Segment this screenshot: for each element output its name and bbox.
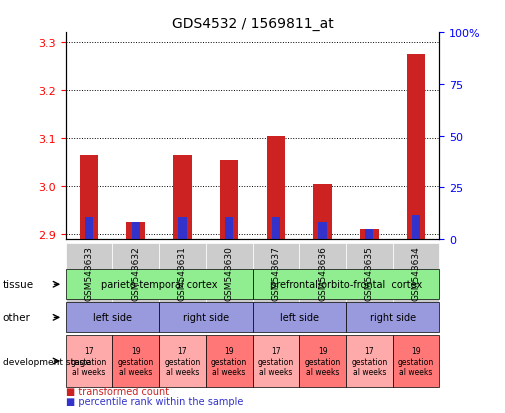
Bar bbox=[346, 303, 439, 332]
Text: left side: left side bbox=[280, 313, 319, 323]
Bar bbox=[112, 244, 159, 330]
Text: 19
gestation
al weeks: 19 gestation al weeks bbox=[211, 347, 247, 376]
Bar bbox=[252, 270, 439, 299]
Bar bbox=[346, 335, 393, 387]
Text: right side: right side bbox=[370, 313, 416, 323]
Bar bbox=[252, 335, 299, 387]
Text: GSM543634: GSM543634 bbox=[412, 246, 421, 300]
Text: 17
gestation
al weeks: 17 gestation al weeks bbox=[164, 347, 200, 376]
Bar bbox=[85, 218, 93, 240]
Bar bbox=[365, 230, 374, 240]
Bar bbox=[225, 218, 233, 240]
Text: right side: right side bbox=[183, 313, 229, 323]
Text: tissue: tissue bbox=[3, 280, 34, 290]
Text: parieto-temporal cortex: parieto-temporal cortex bbox=[101, 280, 217, 290]
Bar bbox=[66, 335, 113, 387]
Text: GSM543632: GSM543632 bbox=[131, 246, 140, 300]
Text: GSM543635: GSM543635 bbox=[365, 246, 374, 301]
Bar bbox=[173, 156, 192, 240]
Bar bbox=[66, 303, 159, 332]
Text: 19
gestation
al weeks: 19 gestation al weeks bbox=[118, 347, 154, 376]
Bar bbox=[252, 303, 346, 332]
Bar bbox=[220, 160, 238, 240]
Bar bbox=[159, 335, 206, 387]
Text: GSM543631: GSM543631 bbox=[178, 246, 187, 301]
Bar bbox=[252, 244, 299, 330]
Text: development stage: development stage bbox=[3, 357, 90, 366]
Bar bbox=[66, 270, 252, 299]
Bar bbox=[407, 55, 425, 240]
Bar bbox=[299, 244, 346, 330]
Text: ■ percentile rank within the sample: ■ percentile rank within the sample bbox=[66, 396, 243, 406]
Bar bbox=[412, 216, 420, 240]
Text: GSM543637: GSM543637 bbox=[271, 246, 280, 301]
Bar bbox=[112, 335, 159, 387]
Text: ■ transformed count: ■ transformed count bbox=[66, 387, 169, 396]
Bar bbox=[360, 230, 379, 240]
Bar bbox=[80, 156, 98, 240]
Text: GSM543636: GSM543636 bbox=[318, 246, 327, 301]
Text: left side: left side bbox=[93, 313, 132, 323]
Bar bbox=[318, 223, 327, 240]
Text: GSM543633: GSM543633 bbox=[84, 246, 93, 301]
Text: 17
gestation
al weeks: 17 gestation al weeks bbox=[258, 347, 294, 376]
Text: 17
gestation
al weeks: 17 gestation al weeks bbox=[71, 347, 107, 376]
Bar bbox=[66, 244, 113, 330]
Text: 17
gestation
al weeks: 17 gestation al weeks bbox=[351, 347, 387, 376]
Text: prefrontal/orbito-frontal  cortex: prefrontal/orbito-frontal cortex bbox=[270, 280, 422, 290]
Bar bbox=[299, 335, 346, 387]
Bar bbox=[178, 218, 187, 240]
Text: 19
gestation
al weeks: 19 gestation al weeks bbox=[398, 347, 434, 376]
Bar bbox=[393, 244, 439, 330]
Bar bbox=[159, 303, 252, 332]
Bar bbox=[267, 136, 285, 240]
Bar bbox=[346, 244, 393, 330]
Text: other: other bbox=[3, 313, 30, 323]
Bar bbox=[313, 184, 332, 240]
Bar bbox=[159, 244, 206, 330]
Text: GSM543630: GSM543630 bbox=[225, 246, 234, 301]
Bar bbox=[206, 244, 252, 330]
Title: GDS4532 / 1569811_at: GDS4532 / 1569811_at bbox=[172, 17, 333, 31]
Bar bbox=[126, 223, 145, 240]
Bar bbox=[272, 218, 280, 240]
Text: 19
gestation
al weeks: 19 gestation al weeks bbox=[305, 347, 341, 376]
Bar bbox=[393, 335, 439, 387]
Bar bbox=[131, 223, 140, 240]
Bar bbox=[206, 335, 252, 387]
